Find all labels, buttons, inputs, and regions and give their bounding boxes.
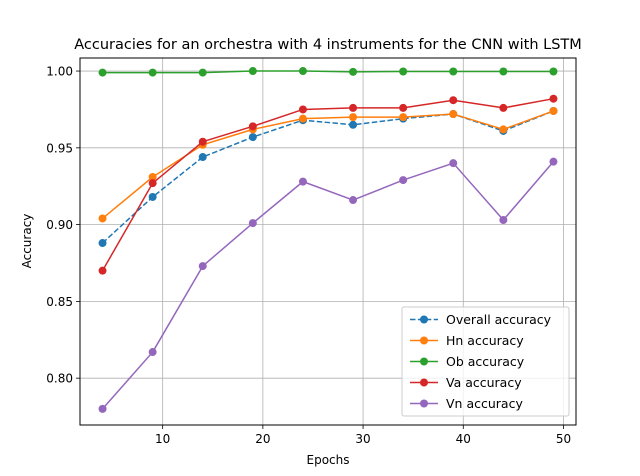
data-point xyxy=(98,266,107,275)
data-point xyxy=(449,110,458,119)
series-1 xyxy=(98,106,558,223)
y-tick-label: 1.00 xyxy=(46,65,73,79)
data-point xyxy=(198,153,207,162)
data-point xyxy=(349,196,358,205)
legend-label: Vn accuracy xyxy=(446,396,523,411)
y-tick-label: 0.90 xyxy=(46,218,73,232)
data-point xyxy=(98,404,107,413)
data-point xyxy=(549,67,558,76)
legend-box xyxy=(401,306,570,417)
data-point xyxy=(98,214,107,223)
legend: Overall accuracy Hn accuracy Ob accuracy Va… xyxy=(401,306,570,417)
data-point xyxy=(499,67,508,76)
data-point xyxy=(349,103,358,112)
data-point xyxy=(499,103,508,112)
data-point xyxy=(98,239,107,248)
data-point xyxy=(148,179,157,188)
legend-label: Overall accuracy xyxy=(446,312,552,327)
data-point xyxy=(198,262,207,271)
data-point xyxy=(148,68,157,77)
legend-label: Ob accuracy xyxy=(446,354,525,369)
data-point xyxy=(298,67,307,76)
data-point xyxy=(449,67,458,76)
plot-frame xyxy=(79,57,577,426)
data-point xyxy=(248,133,257,142)
data-point xyxy=(148,348,157,357)
x-tick-label: 40 xyxy=(456,432,471,446)
data-point xyxy=(298,105,307,114)
legend-marker xyxy=(420,336,428,345)
x-tick-label: 10 xyxy=(155,432,170,446)
series-layer xyxy=(98,67,558,413)
data-point xyxy=(298,114,307,123)
legend-label: Hn accuracy xyxy=(446,333,524,348)
series-4 xyxy=(98,157,558,413)
series-2 xyxy=(98,67,558,77)
data-point xyxy=(399,67,408,76)
data-point xyxy=(248,67,257,76)
x-axis: 10 20 30 40 50 xyxy=(155,425,571,446)
x-axis-label: Epochs xyxy=(307,453,350,467)
legend-marker xyxy=(420,315,428,324)
data-point xyxy=(349,120,358,129)
data-point xyxy=(549,106,558,115)
series-line xyxy=(102,70,554,74)
y-tick-label: 0.80 xyxy=(46,372,73,386)
data-point xyxy=(549,94,558,103)
data-point xyxy=(499,125,508,134)
data-point xyxy=(399,113,408,122)
data-point xyxy=(449,159,458,168)
data-point xyxy=(248,219,257,228)
series-line xyxy=(101,161,555,410)
data-point xyxy=(98,68,107,77)
y-axis-label: Accuracy xyxy=(20,214,34,269)
data-point xyxy=(248,122,257,131)
y-axis: 0.80 0.85 0.90 0.95 1.00 xyxy=(46,65,80,386)
series-3 xyxy=(98,94,558,275)
data-point xyxy=(449,96,458,105)
data-point xyxy=(399,103,408,112)
data-point xyxy=(198,68,207,77)
data-point xyxy=(298,177,307,186)
data-point xyxy=(148,173,157,182)
chart-title: Accuracies for an orchestra with 4 instr… xyxy=(74,37,582,53)
series-line xyxy=(102,110,554,220)
series-line xyxy=(102,110,554,244)
data-point xyxy=(349,113,358,122)
y-tick-label: 0.85 xyxy=(46,295,73,309)
data-point xyxy=(499,216,508,225)
data-point xyxy=(549,157,558,166)
x-tick-label: 20 xyxy=(255,432,270,446)
series-line xyxy=(101,97,554,272)
x-tick-label: 50 xyxy=(556,432,571,446)
data-point xyxy=(198,137,207,146)
y-tick-label: 0.95 xyxy=(46,141,73,155)
x-tick-label: 30 xyxy=(355,432,370,446)
data-point xyxy=(399,176,408,185)
data-point xyxy=(148,192,157,201)
legend-marker xyxy=(420,378,428,387)
data-point xyxy=(349,67,358,76)
legend-marker xyxy=(420,357,428,366)
legend-marker xyxy=(420,399,428,408)
legend-label: Va accuracy xyxy=(446,375,522,390)
